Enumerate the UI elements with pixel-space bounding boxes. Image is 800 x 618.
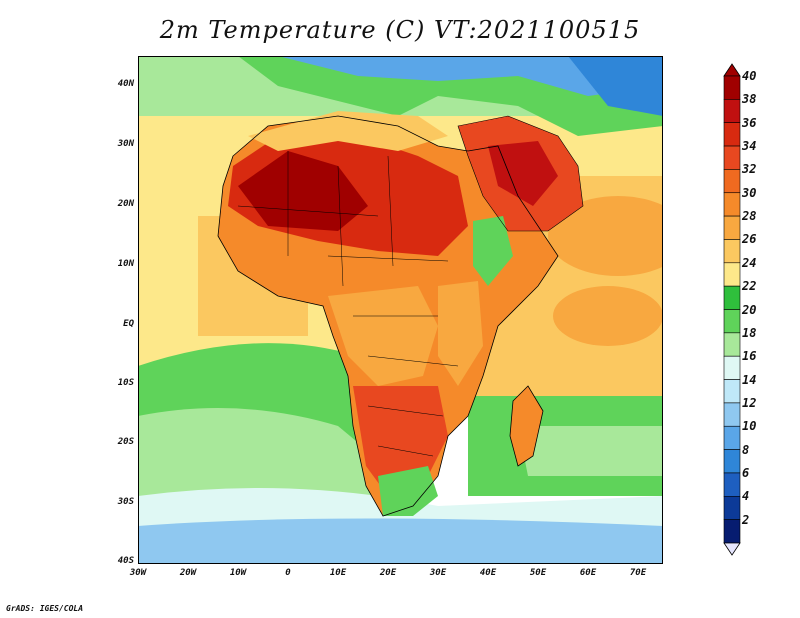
colorbar-min-arrow [723, 542, 741, 556]
lat-label-20s: 20S [117, 437, 134, 447]
colorbar-swatch [723, 169, 741, 194]
lon-label-30e: 30E [429, 568, 447, 578]
east-africa-mixed [438, 281, 483, 386]
lon-label-10w: 10W [229, 568, 247, 578]
colorbar-label: 18 [742, 325, 757, 340]
arabia-core [488, 141, 558, 206]
lat-label-40n: 40N [117, 79, 134, 89]
colorbar-label: 10 [742, 419, 757, 434]
colorbar-label: 38 [742, 92, 757, 107]
ocean-indian-south-2 [518, 426, 663, 476]
colorbar-label: 32 [742, 162, 757, 177]
colorbar-swatch [723, 332, 741, 357]
coastline [217, 115, 559, 517]
lat-label-30n: 30N [117, 139, 134, 149]
colorbar-swatch [723, 449, 741, 474]
ethiopia-highlands [473, 216, 513, 286]
colorbar-label: 12 [742, 395, 757, 410]
colorbar [723, 63, 741, 556]
colorbar-label: 40 [742, 69, 757, 83]
colorbar-label: 34 [742, 139, 757, 154]
colorbar-swatch [723, 145, 741, 170]
colorbar-max-arrow [723, 63, 741, 77]
colorbar-swatch [723, 262, 741, 287]
central-africa-rain [328, 286, 438, 386]
map-canvas [138, 56, 663, 564]
colorbar-swatch [723, 192, 741, 217]
colorbar-label: 6 [742, 465, 750, 480]
temperature-map [138, 56, 663, 564]
colorbar-label: 8 [742, 442, 750, 457]
lon-label-60e: 60E [579, 568, 597, 578]
colorbar-swatch [723, 99, 741, 123]
lon-label-20w: 20W [179, 568, 197, 578]
map-title: 2m Temperature (C) VT:2021100515 [159, 16, 641, 44]
lon-label-70e: 70E [629, 568, 647, 578]
colorbar-swatch [723, 239, 741, 264]
colorbar-label: 20 [742, 302, 757, 317]
colorbar-swatch [723, 75, 741, 100]
lon-label-10e: 10E [329, 568, 347, 578]
madagascar [510, 386, 543, 466]
colorbar-swatch [723, 309, 741, 334]
lon-label-0: 0 [285, 568, 291, 578]
colorbar-swatch [723, 122, 741, 147]
colorbar-swatch [723, 285, 741, 310]
colorbar-label: 22 [742, 279, 757, 294]
colorbar-swatch [723, 215, 741, 240]
colorbar-label: 24 [742, 255, 757, 270]
colorbar-label: 4 [742, 489, 750, 504]
lat-label-10n: 10N [117, 259, 134, 269]
ocean-south-colder [138, 518, 663, 564]
colorbar-label: 30 [742, 185, 757, 200]
colorbar-swatch [723, 379, 741, 404]
colorbar-swatch [723, 519, 741, 544]
lat-label-30s: 30S [117, 497, 134, 507]
lon-label-40e: 40E [479, 568, 497, 578]
colorbar-label: 28 [742, 209, 757, 224]
lat-label-eq: EQ [123, 319, 134, 329]
colorbar-label: 2 [742, 512, 750, 527]
lat-label-20n: 20N [117, 199, 134, 209]
credit-text: GrADS: IGES/COLA [6, 604, 84, 613]
colorbar-label: 36 [742, 115, 757, 130]
asia-cold [568, 56, 663, 116]
madagascar-coast [509, 385, 544, 467]
sahara-core [238, 151, 368, 231]
ocean-indian-warm-2 [553, 286, 663, 346]
north-africa-coast [248, 111, 448, 151]
europe-cold [278, 56, 663, 96]
south-africa-green [378, 466, 438, 516]
country-borders [237, 151, 459, 457]
lat-label-40s: 40S [117, 556, 134, 566]
colorbar-label: 26 [742, 232, 757, 247]
colorbar-label: 16 [742, 349, 757, 364]
lon-label-30w: 30W [129, 568, 147, 578]
arabia-coast [457, 115, 584, 232]
colorbar-swatch [723, 355, 741, 380]
colorbar-swatch [723, 495, 741, 520]
ocean-indian-warm [548, 196, 663, 276]
colorbar-label: 14 [742, 372, 757, 387]
colorbar-swatch [723, 472, 741, 497]
lon-label-20e: 20E [379, 568, 397, 578]
lat-label-10s: 10S [117, 378, 134, 388]
colorbar-swatch [723, 425, 741, 450]
lon-label-50e: 50E [529, 568, 547, 578]
colorbar-swatch [723, 402, 741, 427]
